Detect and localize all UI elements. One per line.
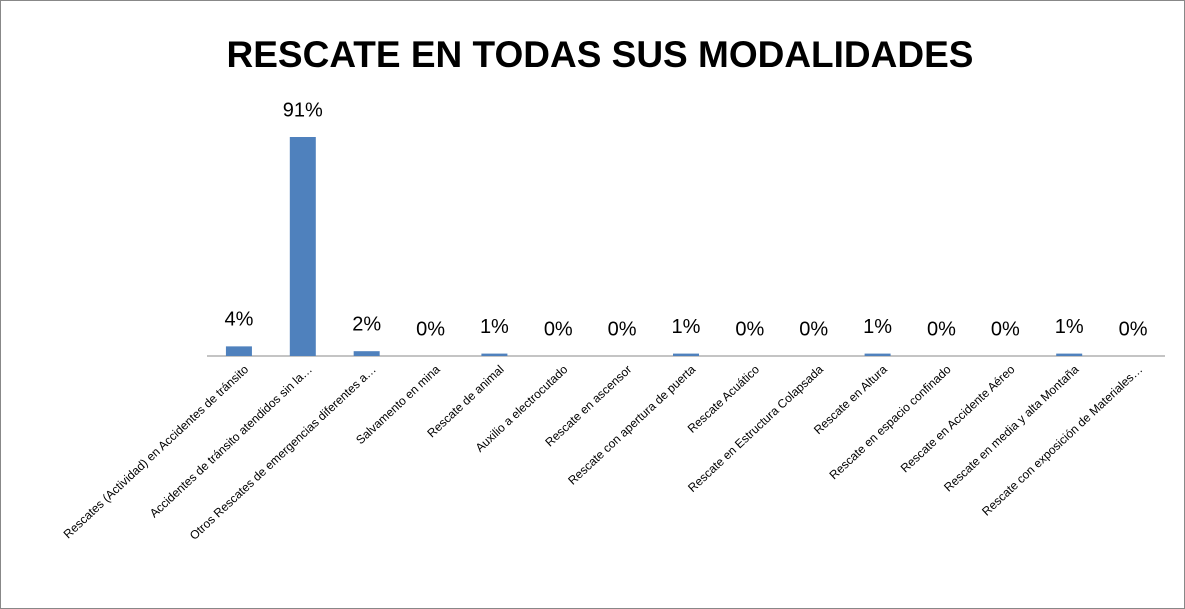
data-label: 0% (927, 318, 956, 340)
data-label: 0% (416, 318, 445, 340)
chart-title: RESCATE EN TODAS SUS MODALIDADES (227, 34, 974, 75)
bar (225, 346, 252, 356)
bar (481, 353, 508, 356)
bar (353, 351, 380, 356)
data-label: 1% (1055, 316, 1084, 338)
data-label: 1% (480, 316, 509, 338)
bar (289, 137, 316, 356)
data-label: 4% (224, 309, 253, 331)
bar (1056, 353, 1083, 356)
data-label: 0% (735, 318, 764, 340)
bar (864, 353, 891, 356)
data-label: 2% (352, 313, 381, 335)
data-label: 0% (799, 318, 828, 340)
bar (673, 353, 699, 356)
data-label: 0% (544, 318, 573, 340)
data-label: 0% (608, 318, 637, 340)
data-label: 1% (672, 316, 701, 338)
data-label: 1% (863, 316, 892, 338)
data-label: 0% (1119, 318, 1148, 340)
data-label: 91% (283, 99, 323, 121)
data-label: 0% (991, 318, 1020, 340)
